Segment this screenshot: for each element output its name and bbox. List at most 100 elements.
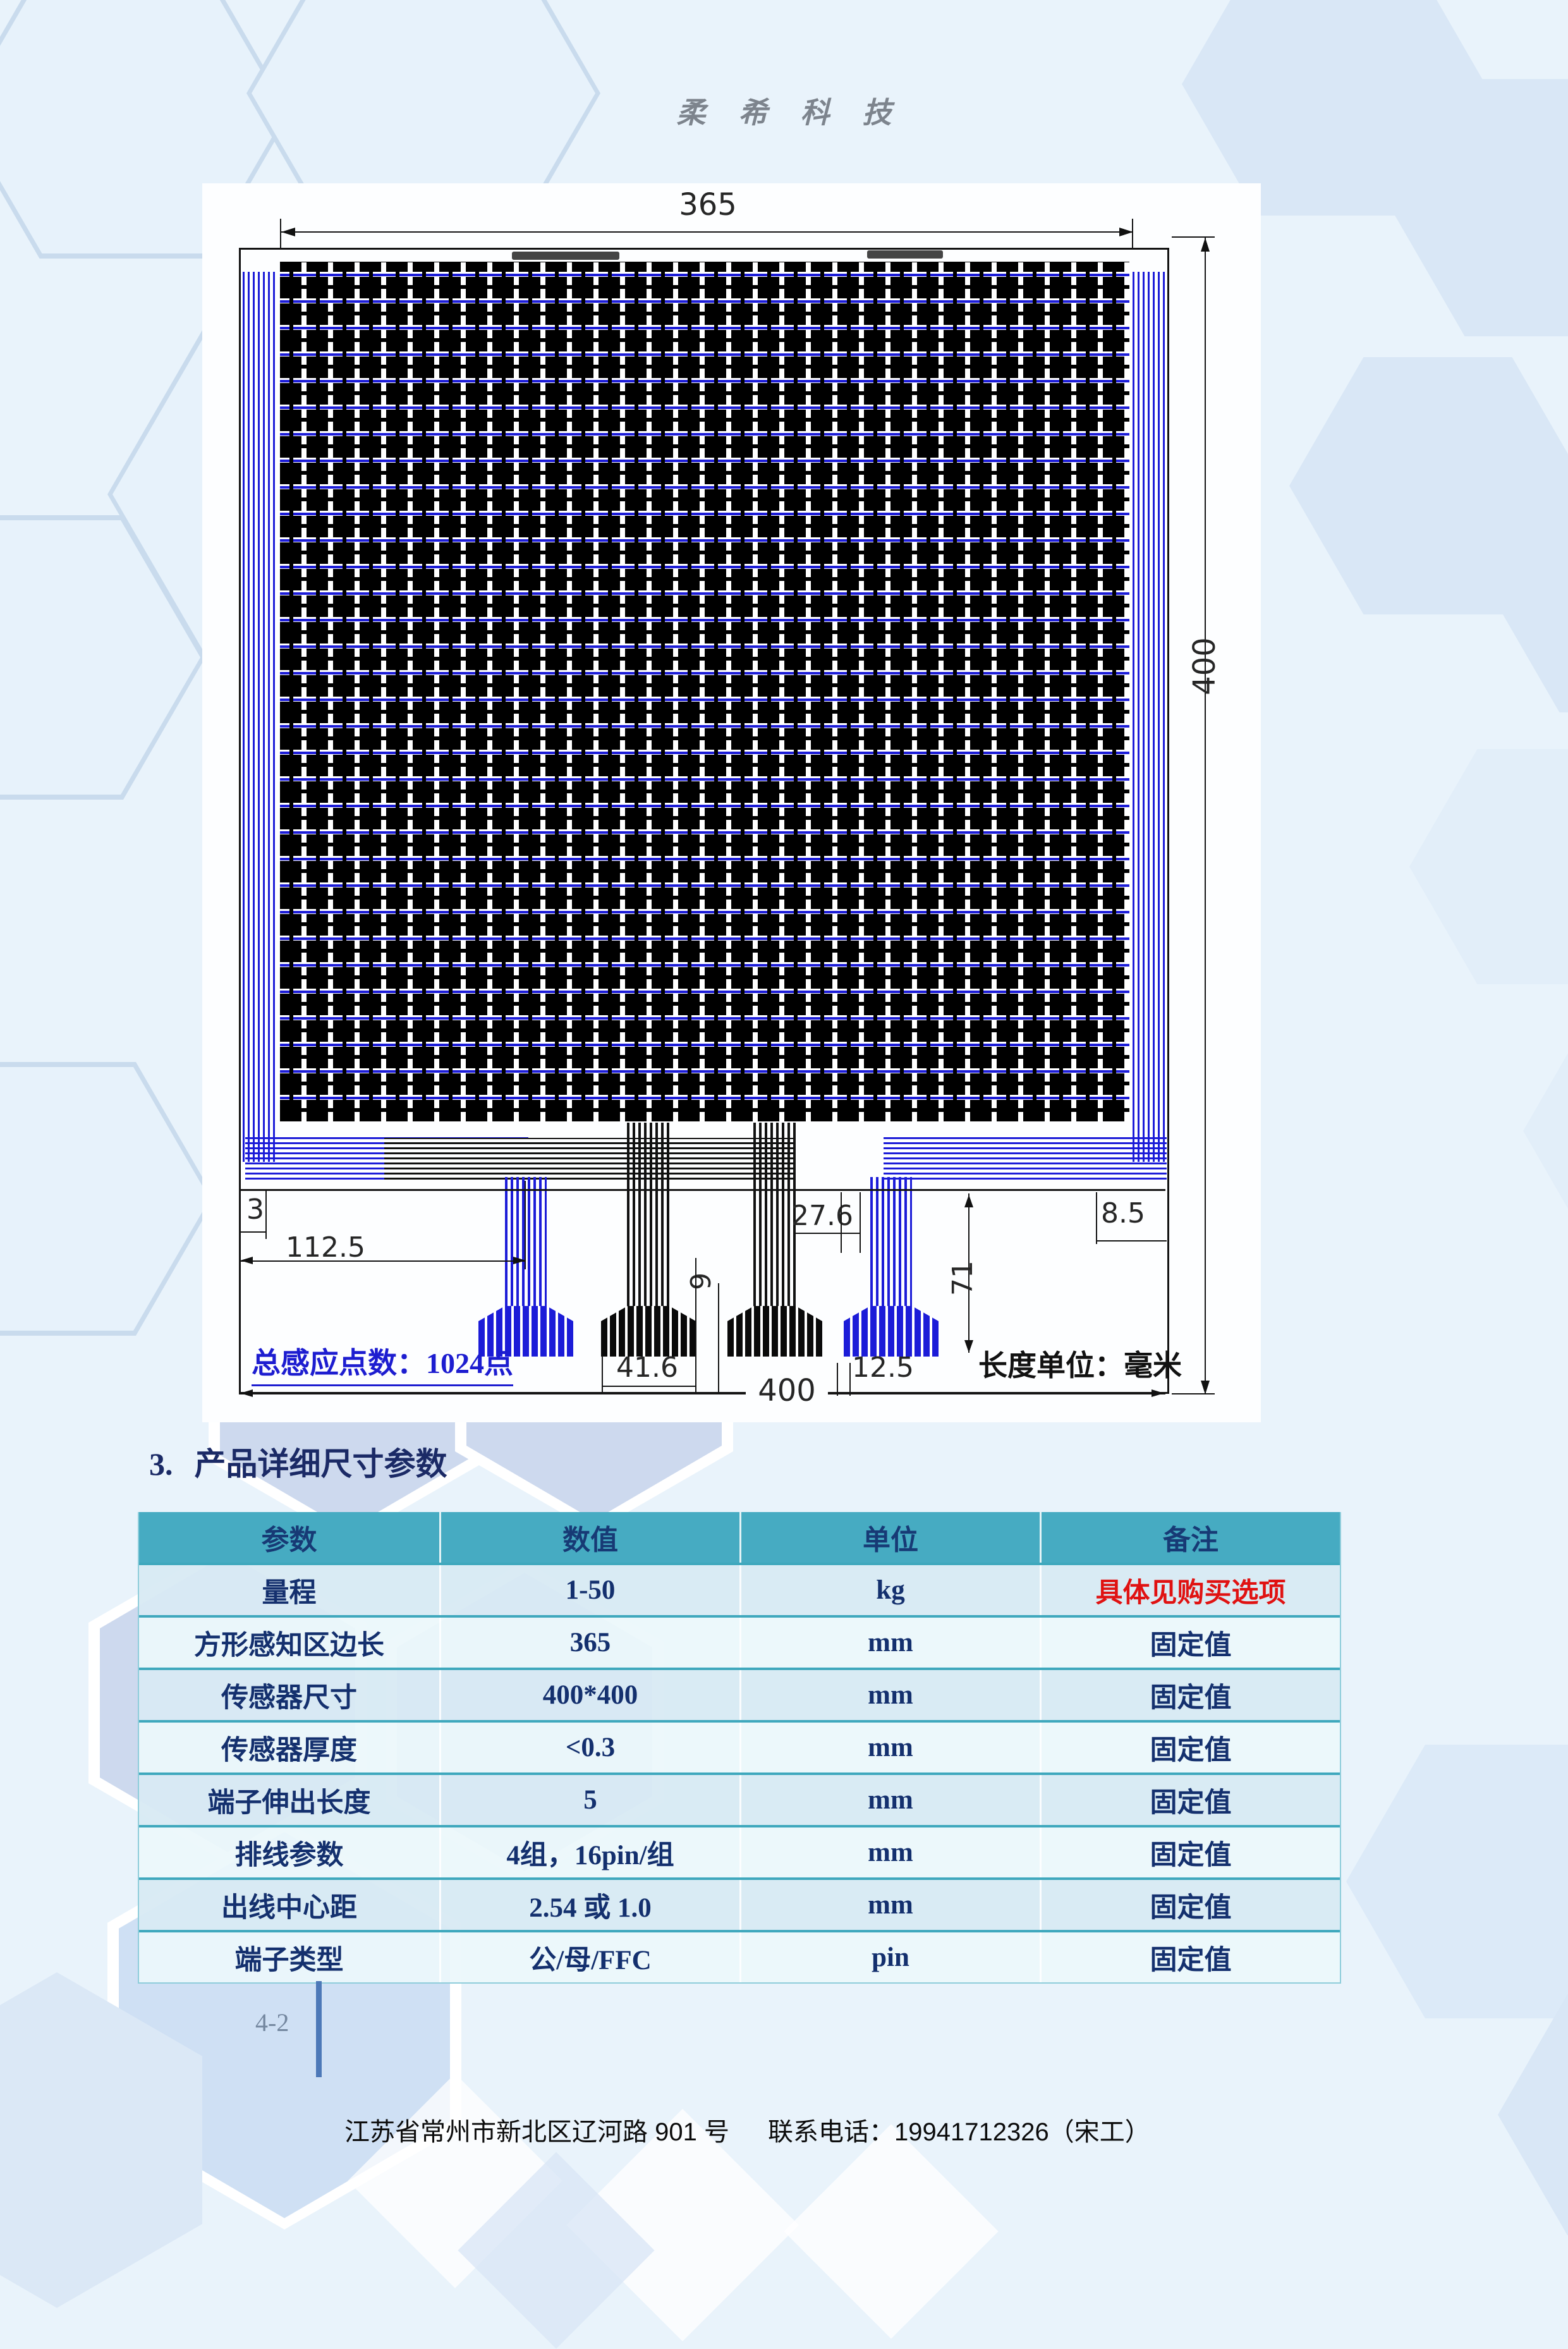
dim-label-12-5: 12.5 bbox=[852, 1351, 914, 1384]
cell-value: 5 bbox=[439, 1775, 739, 1825]
watermark-smudge bbox=[867, 250, 943, 259]
arrow-left-icon bbox=[240, 1257, 253, 1264]
section-title-text: 产品详细尺寸参数 bbox=[194, 1446, 447, 1482]
connector-tail-blue-1 bbox=[505, 1177, 547, 1307]
table-row: 方形感知区边长 365 mm 固定值 bbox=[139, 1615, 1340, 1668]
cell-value: 1-50 bbox=[439, 1565, 739, 1615]
sheet-bottom-line bbox=[239, 1189, 1165, 1191]
cell-value: <0.3 bbox=[439, 1723, 739, 1772]
dim-line-400-bottom bbox=[239, 1393, 1165, 1394]
dim-ext bbox=[1172, 236, 1215, 238]
cell-note: 具体见购买选项 bbox=[1040, 1565, 1340, 1615]
dim-label-400-bottom: 400 bbox=[746, 1376, 828, 1406]
dim-ext bbox=[280, 219, 281, 249]
cell-param: 传感器厚度 bbox=[221, 1735, 357, 1766]
arrow-up-icon bbox=[964, 1195, 973, 1207]
dim-ext bbox=[841, 1192, 842, 1253]
cell-unit: mm bbox=[739, 1723, 1040, 1772]
dim-ext bbox=[860, 1192, 861, 1253]
footer-address: 江苏省常州市新北区辽河路 901 号 bbox=[344, 2118, 729, 2146]
connector-blue-2 bbox=[844, 1306, 939, 1357]
connector-black-2 bbox=[727, 1306, 822, 1357]
table-row: 排线参数 4组，16pin/组 mm 固定值 bbox=[139, 1825, 1340, 1877]
table-row: 传感器尺寸 400*400 mm 固定值 bbox=[139, 1668, 1340, 1720]
table-row: 传感器厚度 <0.3 mm 固定值 bbox=[139, 1720, 1340, 1772]
dim-label-112-5: 112.5 bbox=[286, 1231, 365, 1264]
chevron-decor bbox=[784, 2124, 999, 2339]
arrow-right-icon bbox=[1152, 1389, 1164, 1397]
dim-ext bbox=[1096, 1192, 1097, 1244]
hexagon-decor bbox=[0, 0, 291, 259]
page-number: 4-2 bbox=[255, 2008, 289, 2037]
table-row: 量程 1-50 kg 具体见购买选项 bbox=[139, 1563, 1340, 1615]
column-header: 数值 bbox=[439, 1512, 739, 1563]
table-row: 出线中心距 2.54 或 1.0 mm 固定值 bbox=[139, 1877, 1340, 1930]
dim-label-9: 9 bbox=[685, 1272, 717, 1290]
table-header-row: 参数 数值 单位 备注 bbox=[139, 1512, 1340, 1563]
cell-value: 4组，16pin/组 bbox=[439, 1827, 739, 1877]
note-length-unit: 长度单位：毫米 bbox=[978, 1350, 1182, 1382]
dim-ext bbox=[265, 1191, 267, 1239]
arrow-left-icon bbox=[281, 228, 295, 236]
connector-blue-1 bbox=[478, 1306, 573, 1357]
table-row: 端子类型 公/母/FFC pin 固定值 bbox=[139, 1930, 1340, 1982]
dim-ext bbox=[602, 1356, 603, 1394]
cell-unit: mm bbox=[739, 1775, 1040, 1825]
page-number-bar bbox=[316, 1981, 322, 2077]
column-header: 单位 bbox=[739, 1512, 1040, 1563]
trace-bundle-left bbox=[243, 272, 276, 1162]
cell-value: 365 bbox=[439, 1618, 739, 1668]
dim-line-3 bbox=[239, 1231, 267, 1233]
technical-drawing: 365 400 3 112.5 27.6 9 8.5 71 41.6 12.5 … bbox=[202, 183, 1261, 1422]
dim-label-71: 71 bbox=[947, 1260, 979, 1296]
parameter-table: 参数 数值 单位 备注 量程 1-50 kg 具体见购买选项 方形感知区边长 3… bbox=[138, 1512, 1341, 1984]
arrow-up-icon bbox=[1201, 238, 1210, 252]
section-number: 3. bbox=[149, 1446, 173, 1482]
connector-tail-black-2 bbox=[753, 1123, 796, 1307]
cell-unit: mm bbox=[739, 1670, 1040, 1720]
cell-note: 固定值 bbox=[1040, 1670, 1340, 1720]
trace-fan-center bbox=[384, 1138, 795, 1180]
dim-line-27-6 bbox=[795, 1233, 861, 1234]
hexagon-decor bbox=[1346, 1745, 1568, 2018]
hexagon-decor bbox=[1498, 1994, 1568, 2235]
dim-ext bbox=[525, 1181, 526, 1269]
cell-unit: mm bbox=[739, 1618, 1040, 1668]
watermark-smudge bbox=[512, 252, 619, 260]
cell-note: 固定值 bbox=[1040, 1932, 1340, 1982]
cell-value: 2.54 或 1.0 bbox=[439, 1880, 739, 1930]
cell-param: 传感器尺寸 bbox=[221, 1683, 357, 1713]
connector-black-1 bbox=[601, 1306, 696, 1357]
footer-contact: 联系电话：19941712326（宋工） bbox=[768, 2118, 1150, 2146]
cell-unit: mm bbox=[739, 1880, 1040, 1930]
arrow-right-icon bbox=[1119, 228, 1133, 236]
cell-note: 固定值 bbox=[1040, 1618, 1340, 1668]
dim-line-8-5 bbox=[1096, 1240, 1167, 1242]
cell-param: 量程 bbox=[262, 1578, 317, 1608]
cell-value: 公/母/FFC bbox=[439, 1932, 739, 1982]
dim-label-27-6: 27.6 bbox=[791, 1200, 853, 1232]
dim-label-3: 3 bbox=[246, 1193, 264, 1226]
trace-bundle-right bbox=[1133, 272, 1165, 1162]
cell-unit: mm bbox=[739, 1827, 1040, 1877]
brand-logo-text: 柔希科技 bbox=[676, 95, 925, 130]
dim-label-41-6: 41.6 bbox=[616, 1351, 678, 1384]
arrow-right-icon bbox=[513, 1257, 526, 1264]
cell-note: 固定值 bbox=[1040, 1775, 1340, 1825]
dim-ext bbox=[1172, 1393, 1215, 1394]
column-header: 参数 bbox=[261, 1525, 317, 1556]
cell-note: 固定值 bbox=[1040, 1827, 1340, 1877]
dim-ext bbox=[718, 1283, 719, 1394]
cell-unit: pin bbox=[739, 1932, 1040, 1982]
cell-param: 出线中心距 bbox=[221, 1893, 357, 1923]
dim-line-71 bbox=[968, 1193, 969, 1353]
arrow-down-icon bbox=[1201, 1381, 1210, 1394]
connector-tail-black-1 bbox=[627, 1123, 670, 1307]
cell-param: 方形感知区边长 bbox=[194, 1630, 384, 1661]
arrow-down-icon bbox=[964, 1340, 973, 1353]
cell-param: 端子类型 bbox=[234, 1945, 344, 1975]
column-header: 备注 bbox=[1040, 1512, 1340, 1563]
arrow-left-icon bbox=[240, 1389, 253, 1397]
dim-label-365: 365 bbox=[679, 187, 737, 223]
